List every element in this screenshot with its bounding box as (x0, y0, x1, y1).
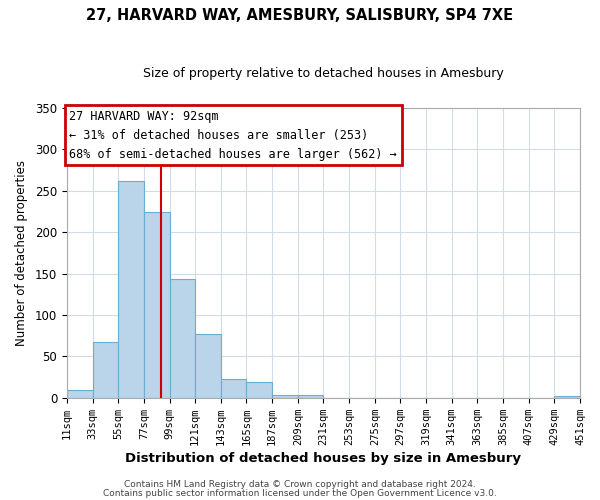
Bar (221, 379, 247, 398)
X-axis label: Distribution of detached houses by size in Amesbury: Distribution of detached houses by size … (125, 452, 521, 465)
Bar (554, 396, 580, 398)
Bar (92, 342, 118, 398)
Text: 27, HARVARD WAY, AMESBURY, SALISBURY, SP4 7XE: 27, HARVARD WAY, AMESBURY, SALISBURY, SP… (86, 8, 514, 22)
Bar (67, 390, 92, 398)
Text: Contains HM Land Registry data © Crown copyright and database right 2024.: Contains HM Land Registry data © Crown c… (124, 480, 476, 489)
Y-axis label: Number of detached properties: Number of detached properties (15, 160, 28, 346)
Bar (170, 280, 195, 398)
Title: Size of property relative to detached houses in Amesbury: Size of property relative to detached ho… (143, 68, 504, 80)
Bar (195, 334, 221, 398)
Bar (144, 212, 170, 398)
Bar (247, 382, 272, 398)
Bar (118, 181, 144, 398)
Bar (272, 394, 298, 398)
Text: Contains public sector information licensed under the Open Government Licence v3: Contains public sector information licen… (103, 489, 497, 498)
Bar (298, 394, 323, 398)
Text: 27 HARVARD WAY: 92sqm
← 31% of detached houses are smaller (253)
68% of semi-det: 27 HARVARD WAY: 92sqm ← 31% of detached … (70, 110, 397, 160)
